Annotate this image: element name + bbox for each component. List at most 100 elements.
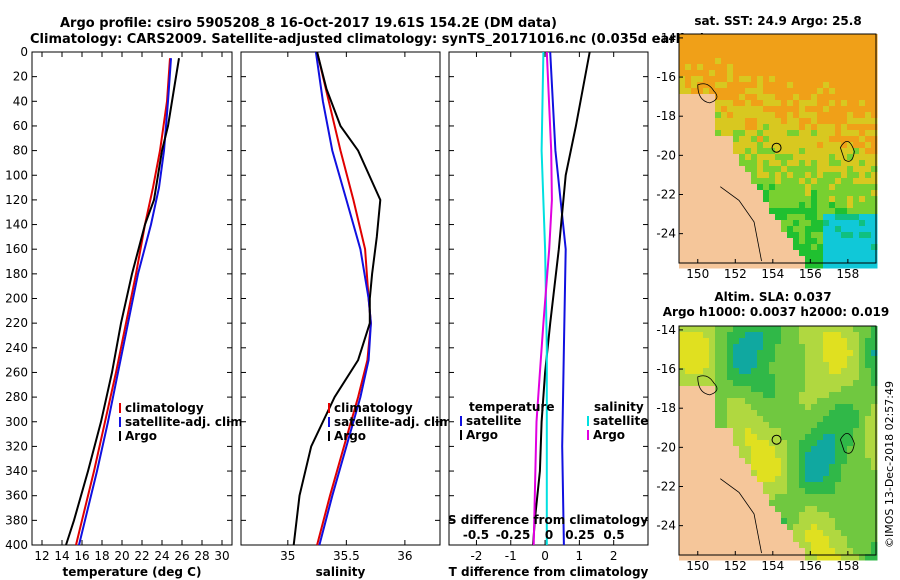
map-sst-cell (679, 58, 686, 65)
map-sla-cell (703, 464, 710, 471)
map-sla-cell (787, 344, 794, 351)
map-sst-cell (685, 232, 692, 239)
map-sla-cell (733, 488, 740, 495)
map-sla-cell (805, 512, 812, 519)
map-sla-cell (721, 470, 728, 477)
map-sla-cell (757, 434, 764, 441)
map-sst-cell (823, 238, 830, 245)
map-sla-cell (745, 350, 752, 357)
map-sst-cell (847, 118, 854, 125)
series-line-s-argo (532, 51, 553, 546)
map-sst-cell (691, 202, 698, 209)
map-sla-cell (847, 482, 854, 489)
map-sst-cell (811, 112, 818, 119)
map-sla-cell (781, 434, 788, 441)
map-sla-cell (793, 482, 800, 489)
map-sla-cell (709, 368, 716, 375)
map-sla-cell (787, 554, 794, 561)
map-sst-cell (835, 232, 842, 239)
map-sla-cell (769, 500, 776, 507)
map-sst-cell (805, 88, 812, 95)
map-sst-cell (679, 112, 686, 119)
map-sst-cell (745, 100, 752, 107)
map-sst-cell (709, 106, 716, 113)
map-sst-cell (733, 196, 740, 203)
map-sla-cell (781, 356, 788, 363)
map-sst-cell (775, 94, 782, 101)
map-sla-cell (745, 506, 752, 513)
map-sst-cell (733, 208, 740, 215)
map-sst-cell (715, 220, 722, 227)
map-sst-cell (769, 40, 776, 47)
plot-sal-xlabel: salinity (316, 565, 366, 579)
map-sst-cell (817, 58, 824, 65)
map-sst-cell (829, 46, 836, 53)
map-sla-cell (745, 410, 752, 417)
map-sst-cell (721, 70, 728, 77)
map-sla-cell (763, 464, 770, 471)
map-sla-cell (721, 338, 728, 345)
map-sla-cell (763, 356, 770, 363)
map-sla-cell (811, 482, 818, 489)
map-sla-cell (841, 380, 848, 387)
map-sla-cell (793, 326, 800, 333)
map-sst-cell (823, 142, 830, 149)
map-sst-cell (793, 208, 800, 215)
map-sla-cell (691, 392, 698, 399)
map-sst-cell (679, 262, 686, 269)
map-sst-cell (721, 232, 728, 239)
map-sla-cell (817, 362, 824, 369)
map-sst-cell (685, 220, 692, 227)
map-sla-cell (859, 458, 866, 465)
map-sla-cell (787, 350, 794, 357)
map-sla-cell (859, 482, 866, 489)
map-sla-cell (859, 494, 866, 501)
map-sst-cell (781, 196, 788, 203)
map-sst-cell (823, 256, 830, 263)
map-sst-cell (757, 124, 764, 131)
map-sst-cell (853, 130, 860, 137)
map-sla-cell (685, 404, 692, 411)
map-sla-cell (691, 458, 698, 465)
map-sla-cell (811, 524, 818, 531)
map-sla-cell (715, 518, 722, 525)
map-sst-cell (787, 178, 794, 185)
map-sst-cell (871, 46, 878, 53)
map-sst-cell (679, 166, 686, 173)
map-sla-cell (853, 434, 860, 441)
map-sst-cell (751, 166, 758, 173)
map-sla-cell (715, 392, 722, 399)
map-sla-cell (709, 482, 716, 489)
map-sla-cell (781, 476, 788, 483)
map-sst-cell (727, 226, 734, 233)
map-sst-cell (733, 130, 740, 137)
map-sst-cell (787, 94, 794, 101)
map-sla-cell (847, 506, 854, 513)
map-sla-cell (871, 356, 878, 363)
map-sst-cell (871, 232, 878, 239)
map-sst-cell (679, 160, 686, 167)
map-sla-cell (763, 410, 770, 417)
title-line-1: Argo profile: csiro 5905208_8 16-Oct-201… (60, 16, 557, 31)
map-sla-cell (829, 326, 836, 333)
map-sla-cell (829, 386, 836, 393)
map-sst-cell (751, 100, 758, 107)
map-sla-cell (727, 476, 734, 483)
map-sst-cell (817, 256, 824, 263)
map-sst-cell (847, 190, 854, 197)
map-sla-cell (715, 458, 722, 465)
map-sla-cell (847, 530, 854, 537)
map-sla-cell (763, 434, 770, 441)
map-sla-cell (781, 410, 788, 417)
map-sla-cell (847, 548, 854, 555)
map-sla-cell (859, 374, 866, 381)
map-sst-cell (733, 226, 740, 233)
map-sst-cell (727, 190, 734, 197)
map-sst-cell (841, 160, 848, 167)
map-sla-cell (733, 422, 740, 429)
map-sla-cell (745, 548, 752, 555)
map-sla-cell (679, 500, 686, 507)
map-sla-cell (781, 386, 788, 393)
map-sst-cell (775, 238, 782, 245)
map-sla-cell (721, 494, 728, 501)
